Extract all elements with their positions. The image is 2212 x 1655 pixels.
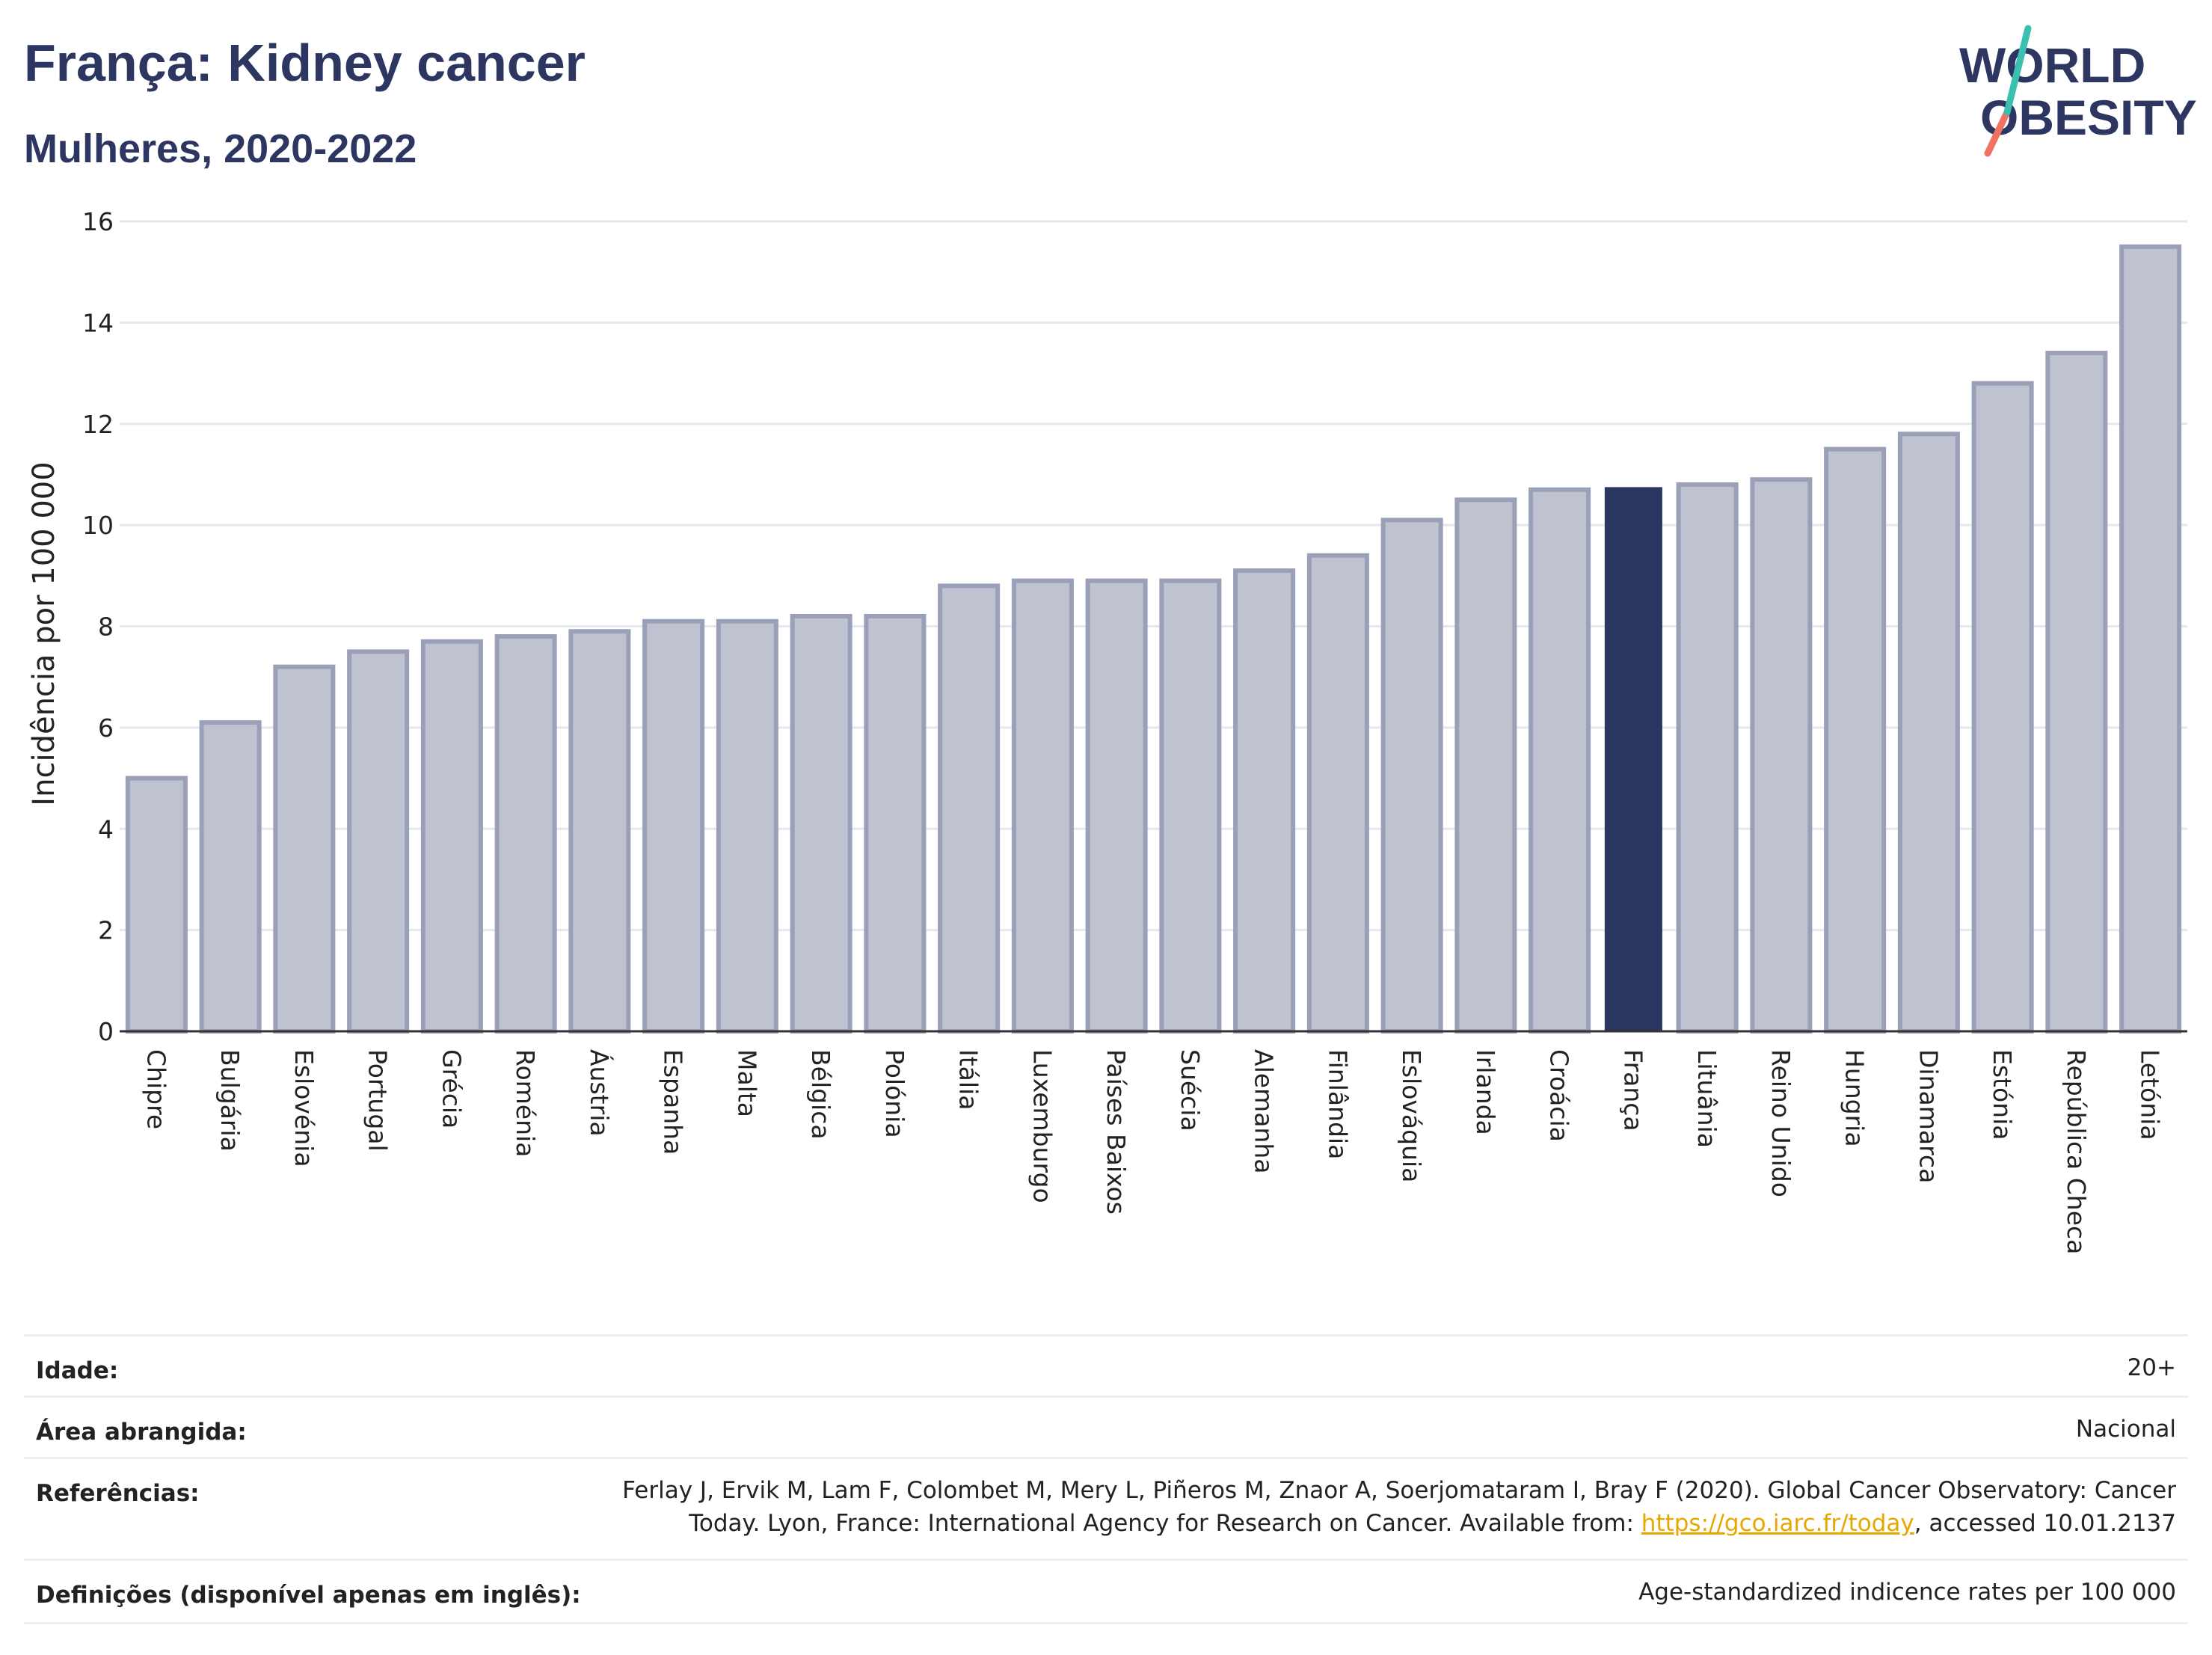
info-row-references: Referências: Ferlay J, Ervik M, Lam F, C…	[24, 1457, 2188, 1561]
x-category-label: Bulgária	[215, 1049, 245, 1152]
x-category-label: Estónia	[1988, 1049, 2017, 1140]
logo-word-obesity: OBESITY	[1980, 90, 2197, 145]
references-label: Referências:	[36, 1480, 200, 1507]
references-line-2: Today. Lyon, France: International Agenc…	[622, 1507, 2176, 1540]
info-row-age: Idade: 20+	[24, 1334, 2188, 1398]
bar	[1897, 432, 1960, 1034]
x-category-label: Áustria	[585, 1049, 615, 1137]
bar	[716, 618, 778, 1034]
bar	[1824, 446, 1887, 1034]
references-value: Ferlay J, Ervik M, Lam F, Colombet M, Me…	[622, 1474, 2176, 1540]
chart-subtitle: Mulheres, 2020-2022	[24, 126, 417, 171]
x-category-label: Suécia	[1176, 1049, 1205, 1132]
bar	[1676, 482, 1739, 1034]
references-line-2-start: Today. Lyon, France: International Agenc…	[689, 1510, 1641, 1537]
bar	[1380, 518, 1443, 1034]
x-category-label: Croácia	[1545, 1049, 1574, 1142]
bar	[790, 613, 852, 1034]
chart-title: França: Kidney cancer	[24, 34, 586, 92]
x-category-label: República Checa	[2062, 1049, 2091, 1254]
bar	[347, 649, 410, 1034]
logo-slash-teal	[2003, 25, 2032, 116]
bar	[1011, 578, 1074, 1034]
x-category-label: Luxemburgo	[1027, 1049, 1057, 1203]
bar	[1306, 553, 1369, 1034]
logo-slash-coral	[1984, 108, 2011, 157]
bar	[1159, 578, 1222, 1034]
bar	[568, 629, 631, 1034]
bar	[938, 583, 1001, 1034]
bar	[1233, 568, 1296, 1034]
bar	[1971, 381, 2034, 1034]
bar-chart: 0 2 4 6 8 10 12 14 16 Chipre Bulgária Eslovénia Por…	[27, 207, 2187, 1254]
y-tick-label: 0	[98, 1017, 114, 1046]
x-category-label: Itália	[954, 1049, 983, 1110]
info-row-area: Área abrangida: Nacional	[24, 1395, 2188, 1459]
y-tick-label: 10	[82, 511, 114, 540]
x-category-label: Países Baixos	[1102, 1049, 1131, 1215]
x-category-label: Alemanha	[1250, 1049, 1279, 1173]
definitions-value: Age-standardized indicence rates per 100…	[1638, 1579, 2176, 1606]
x-category-label: Reino Unido	[1766, 1049, 1795, 1197]
age-label: Idade:	[36, 1357, 119, 1384]
references-line-1: Ferlay J, Ervik M, Lam F, Colombet M, Me…	[622, 1477, 2176, 1504]
x-category-label: Espanha	[659, 1049, 688, 1155]
y-tick-label: 14	[82, 308, 114, 337]
x-category-label: Portugal	[363, 1049, 393, 1152]
x-category-label: França	[1618, 1049, 1647, 1132]
y-tick-label: 8	[98, 612, 114, 642]
bar	[864, 613, 927, 1034]
references-line-2-end: , accessed 10.01.2137	[1914, 1510, 2176, 1537]
bar	[199, 720, 262, 1034]
x-category-label: Polónia	[880, 1049, 909, 1138]
y-tick-label: 6	[98, 713, 114, 743]
area-value: Nacional	[2075, 1416, 2176, 1443]
x-category-label: Bélgica	[806, 1049, 835, 1140]
y-tick-label: 4	[98, 814, 114, 844]
bar	[2045, 350, 2108, 1034]
bar	[273, 664, 336, 1034]
logo-word-world: WORLD	[1959, 37, 2145, 93]
x-category-label: Chipre	[141, 1049, 170, 1129]
x-category-label: Malta	[732, 1049, 761, 1117]
world-obesity-logo: WORLD OBESITY	[1959, 25, 2197, 157]
x-category-label: Lituânia	[1692, 1049, 1721, 1148]
bar	[125, 776, 188, 1034]
bar	[494, 634, 557, 1034]
info-row-definitions: Definições (disponível apenas em inglês)…	[24, 1559, 2188, 1624]
area-label: Área abrangida:	[36, 1419, 247, 1446]
bar	[1085, 578, 1148, 1034]
x-category-label: Finlândia	[1323, 1049, 1352, 1159]
x-category-label: Letónia	[2136, 1049, 2165, 1140]
bar	[1529, 487, 1591, 1034]
x-category-label: Eslováquia	[1397, 1049, 1426, 1182]
bar	[642, 618, 705, 1034]
y-tick-labels: 0 2 4 6 8 10 12 14 16	[82, 207, 114, 1046]
y-tick-label: 16	[82, 207, 114, 236]
x-category-labels: Chipre Bulgária Eslovénia Portugal Grécia Rom…	[141, 1049, 2164, 1254]
x-category-label: Irlanda	[1471, 1049, 1500, 1135]
definitions-label: Definições (disponível apenas em inglês)…	[36, 1582, 581, 1609]
x-category-label: Dinamarca	[1914, 1049, 1943, 1183]
x-category-label: Hungria	[1840, 1049, 1870, 1147]
bars	[125, 244, 2182, 1034]
bar	[420, 639, 483, 1034]
x-category-label: Grécia	[437, 1049, 466, 1129]
bar	[1454, 497, 1517, 1034]
y-tick-label: 2	[98, 916, 114, 945]
x-category-label: Eslovénia	[289, 1049, 319, 1167]
y-axis-title: Incidência por 100 000	[27, 461, 61, 805]
age-value: 20+	[2127, 1354, 2176, 1381]
x-category-label: Roménia	[511, 1049, 540, 1157]
bar	[1750, 477, 1813, 1034]
bar	[1604, 487, 1662, 1031]
references-link[interactable]: https://gco.iarc.fr/today	[1641, 1510, 1914, 1537]
bar	[2119, 244, 2182, 1034]
y-tick-label: 12	[82, 410, 114, 439]
